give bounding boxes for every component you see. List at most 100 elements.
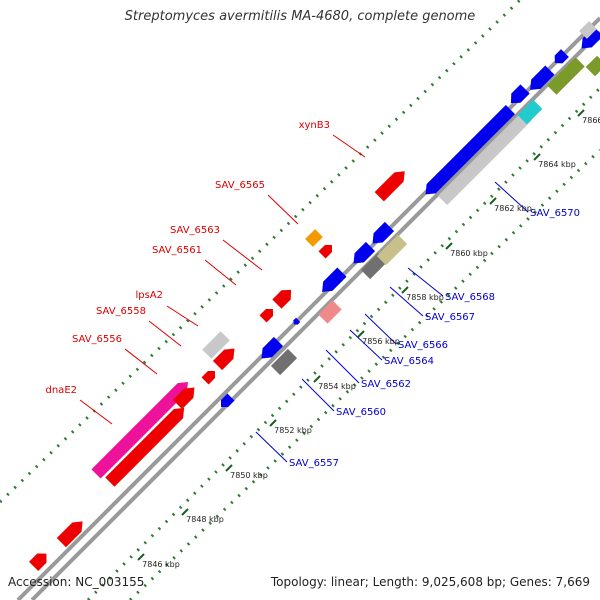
- scale-tick-label: 7856 kbp: [362, 337, 400, 346]
- gene-arrow-shape: [547, 57, 585, 95]
- label-leader-line: [267, 194, 299, 225]
- gene-arrow-shape: [437, 110, 533, 206]
- gene-feature[interactable]: [270, 348, 298, 376]
- gene-label-reverse[interactable]: SAV_6568: [445, 292, 495, 303]
- gene-feature[interactable]: [272, 285, 295, 309]
- gene-feature[interactable]: [29, 549, 51, 571]
- gene-feature[interactable]: [368, 221, 395, 248]
- gene-feature[interactable]: [259, 306, 277, 323]
- label-leader-line: [255, 431, 288, 463]
- gene-feature[interactable]: [212, 344, 239, 371]
- guide-line: [86, 86, 600, 600]
- gene-feature[interactable]: [201, 368, 219, 385]
- gene-feature[interactable]: [374, 167, 410, 202]
- gene-label-reverse[interactable]: SAV_6564: [384, 356, 434, 367]
- scale-tick-label: 7860 kbp: [450, 249, 488, 258]
- gene-arrow-shape: [322, 267, 347, 292]
- label-leader-line: [325, 349, 360, 384]
- gene-feature[interactable]: [202, 331, 230, 359]
- label-leader-line: [349, 329, 383, 361]
- gene-arrow-shape: [318, 244, 333, 259]
- gene-feature[interactable]: [579, 21, 597, 39]
- gene-label-reverse[interactable]: SAV_6567: [425, 312, 475, 323]
- scale-tick-mark: [445, 242, 453, 250]
- gene-feature[interactable]: [376, 234, 408, 266]
- gene-feature[interactable]: [318, 267, 347, 297]
- gene-feature[interactable]: [318, 242, 336, 259]
- gene-label-forward[interactable]: SAV_6556: [72, 334, 122, 345]
- scale-ticks: 7846 kbp 7848 kbp 7850 kbp 7852 kbp 7854 kbp…: [137, 109, 600, 569]
- label-leader-line: [301, 378, 335, 412]
- gene-arrow-shape: [305, 229, 323, 247]
- gene-arrow-shape: [579, 21, 597, 39]
- feature-track: [29, 21, 600, 571]
- gene-feature[interactable]: [349, 241, 376, 268]
- gene-feature[interactable]: [105, 403, 188, 487]
- scale-tick-label: 7854 kbp: [318, 382, 356, 391]
- gene-feature[interactable]: [577, 26, 600, 53]
- gene-label-forward[interactable]: dnaE2: [46, 385, 78, 396]
- gene-arrow-shape: [530, 65, 555, 90]
- gene-arrow-shape: [510, 84, 530, 104]
- gene-feature[interactable]: [56, 517, 87, 548]
- scale-tick-label: 7850 kbp: [230, 471, 268, 480]
- gene-label-forward[interactable]: lpsA2: [135, 290, 163, 301]
- scale-tick-mark: [137, 553, 145, 561]
- gene-feature[interactable]: [257, 336, 284, 363]
- gene-feature[interactable]: [292, 317, 301, 326]
- gene-arrow-shape: [105, 407, 185, 487]
- gene-feature[interactable]: [585, 55, 600, 77]
- gene-feature[interactable]: [305, 229, 323, 247]
- gene-label-reverse[interactable]: SAV_6570: [530, 208, 580, 219]
- guide-line: [0, 0, 522, 504]
- gene-feature[interactable]: [526, 65, 555, 95]
- gene-label-reverse[interactable]: SAV_6562: [361, 379, 411, 390]
- gene-feature[interactable]: [172, 383, 199, 410]
- gene-arrow-shape: [353, 241, 376, 264]
- gene-arrow-shape: [372, 221, 395, 244]
- gene-arrow-shape: [272, 289, 292, 309]
- map-title: Streptomyces avermitilis MA-4680, comple…: [124, 9, 476, 24]
- label-leader-line: [389, 286, 424, 317]
- scale-tick-mark: [313, 375, 321, 383]
- gene-label-forward[interactable]: SAV_6565: [215, 180, 265, 191]
- label-leader-line: [166, 305, 199, 327]
- scale-tick-mark: [577, 109, 585, 117]
- gene-arrow-shape: [172, 387, 195, 410]
- gene-arrow-shape: [318, 300, 342, 324]
- gene-arrow-shape: [202, 331, 230, 359]
- gene-feature[interactable]: [506, 84, 530, 107]
- gene-arrow-shape: [261, 336, 284, 359]
- scale-tick-mark: [401, 286, 409, 294]
- scale-tick-mark: [269, 419, 277, 427]
- gene-feature[interactable]: [318, 300, 342, 324]
- gene-arrow-shape: [270, 348, 298, 376]
- scale-tick-label: 7866 kbp: [582, 116, 600, 125]
- gene-label-forward[interactable]: SAV_6561: [152, 245, 202, 256]
- gene-label-reverse[interactable]: SAV_6560: [336, 407, 386, 418]
- gene-label-reverse[interactable]: SAV_6566: [398, 340, 448, 351]
- gene-feature[interactable]: [421, 104, 516, 199]
- gene-label-reverse[interactable]: SAV_6557: [289, 458, 339, 469]
- gene-label-forward[interactable]: SAV_6563: [170, 225, 220, 236]
- label-leader-line: [407, 267, 444, 297]
- label-leader-line: [332, 134, 366, 158]
- scale-tick-label: 7852 kbp: [274, 426, 312, 435]
- gene-feature[interactable]: [547, 57, 585, 95]
- gene-feature[interactable]: [517, 99, 543, 125]
- gene-feature[interactable]: [437, 110, 533, 206]
- gene-label-forward[interactable]: xynB3: [299, 120, 330, 131]
- gene-feature[interactable]: [91, 377, 192, 479]
- gene-arrow-shape: [259, 308, 274, 323]
- gene-feature[interactable]: [551, 49, 569, 67]
- gene-arrow-shape: [293, 317, 301, 325]
- accession-text: Accession: NC_003155: [8, 575, 145, 589]
- gene-label-forward[interactable]: SAV_6558: [96, 306, 146, 317]
- scale-tick-label: 7846 kbp: [142, 560, 180, 569]
- label-leader-line: [148, 320, 182, 347]
- label-leader-line: [79, 399, 113, 425]
- gene-feature[interactable]: [218, 393, 235, 411]
